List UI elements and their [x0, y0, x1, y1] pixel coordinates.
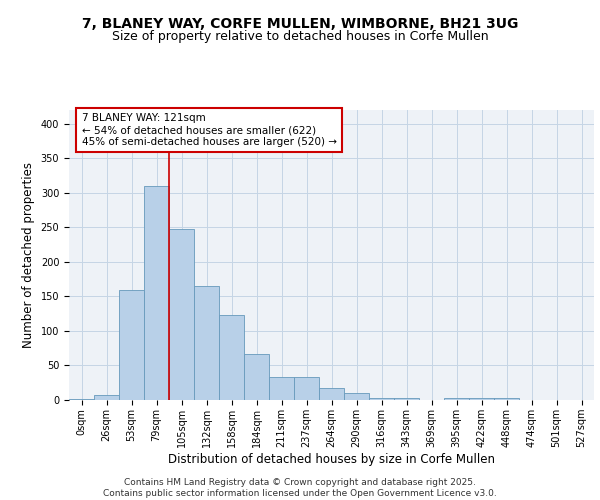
Bar: [219, 315, 244, 400]
Bar: [194, 286, 219, 400]
Bar: [319, 388, 344, 400]
Text: Size of property relative to detached houses in Corfe Mullen: Size of property relative to detached ho…: [112, 30, 488, 43]
Bar: [169, 230, 194, 400]
Bar: [244, 354, 269, 400]
Bar: [69, 398, 94, 400]
Bar: [269, 377, 294, 400]
Text: 7, BLANEY WAY, CORFE MULLEN, WIMBORNE, BH21 3UG: 7, BLANEY WAY, CORFE MULLEN, WIMBORNE, B…: [82, 18, 518, 32]
Bar: [94, 395, 119, 400]
Bar: [394, 398, 419, 400]
Y-axis label: Number of detached properties: Number of detached properties: [22, 162, 35, 348]
Bar: [144, 186, 169, 400]
Bar: [494, 398, 519, 400]
X-axis label: Distribution of detached houses by size in Corfe Mullen: Distribution of detached houses by size …: [168, 452, 495, 466]
Bar: [369, 398, 394, 400]
Bar: [469, 398, 494, 400]
Bar: [444, 398, 469, 400]
Bar: [344, 393, 369, 400]
Bar: [119, 290, 144, 400]
Text: Contains HM Land Registry data © Crown copyright and database right 2025.
Contai: Contains HM Land Registry data © Crown c…: [103, 478, 497, 498]
Bar: [294, 377, 319, 400]
Text: 7 BLANEY WAY: 121sqm
← 54% of detached houses are smaller (622)
45% of semi-deta: 7 BLANEY WAY: 121sqm ← 54% of detached h…: [82, 114, 337, 146]
